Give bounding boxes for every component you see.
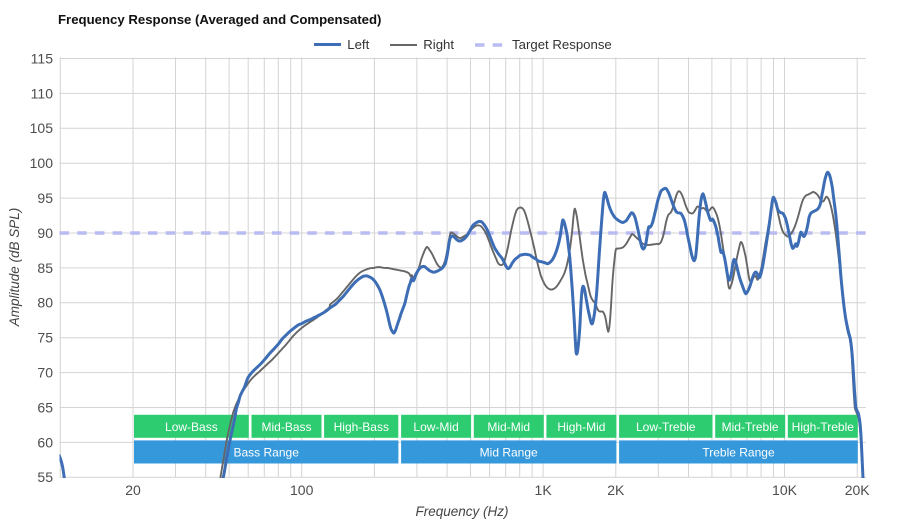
svg-text:2K: 2K bbox=[607, 482, 625, 498]
svg-text:95: 95 bbox=[37, 190, 53, 206]
svg-text:Mid-Mid: Mid-Mid bbox=[487, 420, 530, 434]
svg-text:60: 60 bbox=[37, 434, 53, 450]
svg-text:80: 80 bbox=[37, 295, 53, 311]
svg-text:High-Bass: High-Bass bbox=[334, 420, 389, 434]
svg-text:85: 85 bbox=[37, 260, 53, 276]
svg-text:70: 70 bbox=[37, 365, 53, 381]
svg-text:110: 110 bbox=[31, 85, 54, 101]
svg-text:10K: 10K bbox=[772, 482, 798, 498]
svg-text:115: 115 bbox=[31, 50, 54, 66]
svg-text:Amplitude (dB SPL): Amplitude (dB SPL) bbox=[7, 208, 22, 328]
svg-text:90: 90 bbox=[37, 225, 53, 241]
svg-text:105: 105 bbox=[30, 120, 54, 136]
svg-text:Low-Mid: Low-Mid bbox=[413, 420, 458, 434]
svg-text:Frequency (Hz): Frequency (Hz) bbox=[415, 504, 508, 519]
svg-text:100: 100 bbox=[30, 155, 54, 171]
svg-text:Treble Range: Treble Range bbox=[702, 445, 775, 459]
svg-text:Low-Treble: Low-Treble bbox=[636, 420, 696, 434]
svg-text:Bass Range: Bass Range bbox=[234, 445, 300, 459]
svg-text:65: 65 bbox=[37, 399, 53, 415]
svg-text:55: 55 bbox=[37, 469, 53, 485]
svg-text:Low-Bass: Low-Bass bbox=[165, 420, 218, 434]
svg-text:1K: 1K bbox=[535, 482, 553, 498]
svg-text:20K: 20K bbox=[845, 482, 871, 498]
svg-text:Mid Range: Mid Range bbox=[480, 445, 538, 459]
svg-text:Mid-Bass: Mid-Bass bbox=[261, 420, 311, 434]
svg-text:100: 100 bbox=[290, 482, 314, 498]
svg-text:High-Treble: High-Treble bbox=[792, 420, 855, 434]
svg-text:Mid-Treble: Mid-Treble bbox=[722, 420, 779, 434]
svg-text:20: 20 bbox=[125, 482, 141, 498]
svg-text:75: 75 bbox=[37, 330, 53, 346]
svg-text:High-Mid: High-Mid bbox=[557, 420, 605, 434]
